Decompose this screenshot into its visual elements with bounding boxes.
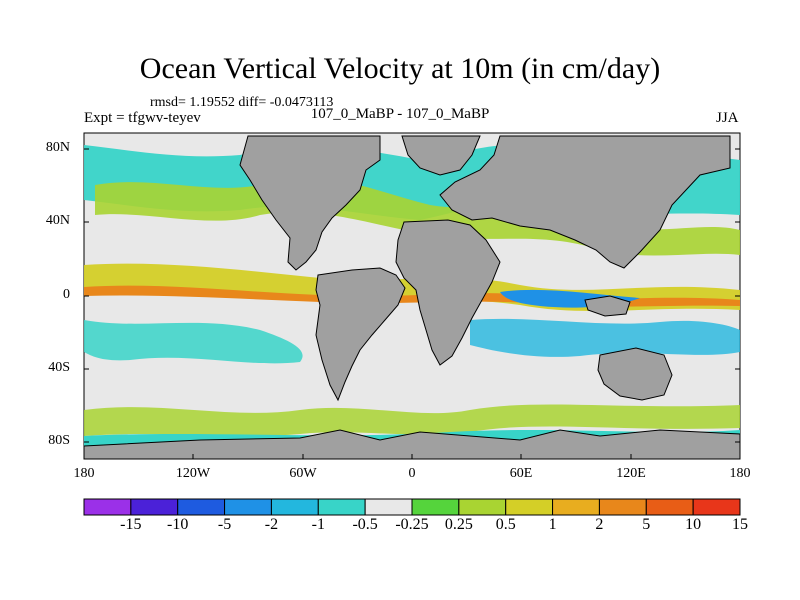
north-america — [239, 135, 381, 271]
xtick-label-60w: 60W — [289, 466, 317, 481]
south-america — [315, 267, 406, 402]
xtick-label-120w: 120W — [175, 466, 211, 481]
maritime-continent — [584, 295, 631, 317]
colorbar-label: -2 — [264, 516, 279, 533]
colorbar-label: 5 — [642, 516, 651, 533]
xtick-label-120e: 120E — [616, 466, 646, 481]
colorbar-label: -15 — [120, 516, 142, 533]
colorbar-label: -1 — [311, 516, 325, 533]
ytick-label-40S: 40S — [48, 360, 70, 375]
colorbar-swatch — [411, 498, 460, 516]
field-green-south — [84, 404, 740, 436]
case-label: 107_0_MaBP - 107_0_MaBP — [310, 106, 490, 122]
colorbar-swatch — [83, 498, 132, 516]
xtick-marks — [83, 454, 741, 459]
experiment-label: Expt = tfgwv-teyev — [84, 110, 201, 126]
ytick-marks — [84, 148, 740, 443]
colorbar-swatch — [364, 498, 413, 516]
land-masses — [83, 135, 741, 460]
ytick-label-80N: 80N — [45, 140, 70, 155]
ytick-label-0: 0 — [63, 287, 70, 302]
colorbar-label: 0.5 — [495, 516, 516, 533]
map-title: Ocean Vertical Velocity at 10m (in cm/da… — [139, 52, 661, 85]
ytick-label-40N: 40N — [45, 213, 70, 228]
xtick-label-0: 0 — [408, 466, 416, 481]
colorbar-swatch — [130, 498, 179, 516]
colorbar-swatch — [317, 498, 366, 516]
colorbar-swatch — [224, 498, 272, 516]
colorbar-swatch — [458, 498, 507, 516]
africa — [395, 219, 501, 366]
field-cyan-south — [84, 320, 303, 364]
colorbar-label: -10 — [167, 516, 189, 533]
stats-label: rmsd= 1.19552 diff= -0.0473113 — [150, 95, 334, 110]
colorbar-label: -0.25 — [395, 516, 429, 533]
colorbar-swatch — [505, 498, 554, 516]
colorbar-label: -5 — [217, 516, 232, 533]
xtick-label-180w: 180 — [73, 466, 95, 481]
xtick-label-180e: 180 — [729, 466, 751, 481]
colorbar-label: 15 — [732, 516, 748, 533]
colorbar-swatch — [598, 498, 647, 516]
colorbar-swatch — [645, 498, 694, 516]
ytick-label-80S: 80S — [48, 433, 70, 448]
xtick-label-60e: 60E — [509, 466, 533, 481]
eurasia — [439, 135, 731, 269]
season-label: JJA — [716, 110, 739, 126]
colorbar-label: -0.5 — [352, 516, 378, 533]
antarctica — [83, 429, 741, 460]
colorbar-label: 0.25 — [444, 516, 473, 533]
colorbar-label: 1 — [548, 516, 557, 533]
colorbar-label: 10 — [685, 516, 702, 533]
colorbar-swatch — [177, 498, 226, 516]
colorbar-swatch — [692, 498, 741, 516]
greenland — [401, 135, 481, 176]
colorbar-swatch — [552, 498, 600, 516]
australia — [597, 347, 673, 401]
colorbar-label: 2 — [595, 516, 604, 533]
colorbar-swatch — [270, 498, 319, 516]
field-cyan-south2 — [470, 318, 740, 357]
